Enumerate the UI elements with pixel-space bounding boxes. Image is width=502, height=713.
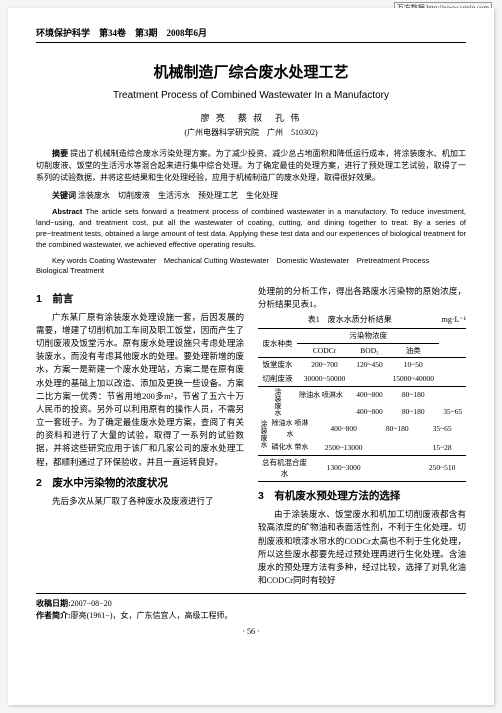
affiliation: (广州电器科学研究院 广州 510302) bbox=[36, 127, 466, 138]
abstract-cn-text: 提出了机械制造综合废水污染处理方案。为了减少投资、减少总占地面积和降低运行成本，… bbox=[36, 149, 466, 182]
section-2-title: 2 废水中污染物的浓度状况 bbox=[36, 475, 244, 491]
table-cell: 30000~50000 bbox=[297, 372, 352, 386]
abstract-cn: 摘要 提出了机械制造综合废水污染处理方案。为了减少投资、减少总占地面积和降低运行… bbox=[36, 148, 466, 184]
table-cell: 120~450 bbox=[352, 358, 387, 372]
recv-label: 收稿日期: bbox=[36, 599, 71, 608]
author-label: 作者简介: bbox=[36, 611, 71, 620]
section-1-p1: 广东某厂原有涂装废水处理设施一套，后因发展的需要，增建了切削机加工车间及职工饭堂… bbox=[36, 311, 244, 469]
keywords-cn-text: 涂装废水 切削废液 生活污水 预处理工艺 生化处理 bbox=[78, 191, 278, 200]
table-cell: 400~800 bbox=[311, 417, 376, 441]
table-total-label: 总有机混合废水 bbox=[258, 455, 311, 481]
table-col-cod: CODCr bbox=[297, 343, 352, 358]
table-unit: mg·L⁻¹ bbox=[442, 314, 466, 326]
table-cell: 磷化水 带水 bbox=[269, 441, 311, 455]
section-1-title: 1 前言 bbox=[36, 291, 244, 307]
page: 环境保护科学 第34卷 第3期 2008年6月 机械制造厂综合废水处理工艺 Tr… bbox=[8, 8, 494, 705]
title-cn: 机械制造厂综合废水处理工艺 bbox=[36, 61, 466, 82]
table-group-label: 涂装废水 bbox=[258, 386, 297, 420]
table-cell: 35~65 bbox=[418, 417, 466, 441]
table-col-bod: BOD₅ bbox=[352, 343, 387, 358]
table-cell: 15~28 bbox=[418, 441, 466, 455]
abstract-cn-label: 摘要 bbox=[52, 149, 68, 158]
abstract-en: Abstract The article sets forward a trea… bbox=[36, 207, 466, 251]
table-caption-text: 表1 废水水质分析结果 bbox=[308, 315, 392, 324]
water-quality-table-2: 涂装废水 除油水 喷淋水 400~800 80~180 35~65 磷化水 带水… bbox=[258, 417, 466, 482]
table-cell: 200~700 bbox=[297, 358, 352, 372]
title-en: Treatment Process of Combined Wastewater… bbox=[36, 90, 466, 101]
section-2-p1: 先后多次从某厂取了各种废水及废液进行了 bbox=[36, 495, 244, 508]
table-cell: 15000~40000 bbox=[387, 372, 439, 386]
table-cell: 1300~3000 bbox=[311, 455, 376, 481]
recv-date: 2007−08−20 bbox=[71, 599, 112, 608]
table-head-pollutant: 污染物浓度 bbox=[297, 329, 439, 344]
table-cell: 80~180 bbox=[376, 417, 418, 441]
table-cell bbox=[376, 441, 418, 455]
journal-header: 环境保护科学 第34卷 第3期 2008年6月 bbox=[36, 26, 466, 43]
table-cell: 除油水 喷淋水 bbox=[297, 386, 352, 403]
table-caption: 表1 废水水质分析结果 mg·L⁻¹ bbox=[258, 314, 466, 326]
abstract-en-label: Abstract bbox=[52, 207, 82, 216]
author-bio: 廖亮(1961−)，女，广东信宜人，高级工程师。 bbox=[71, 611, 233, 620]
table-group-label: 涂装废水 bbox=[260, 420, 267, 448]
keywords-cn: 关键词 涂装废水 切削废液 生活污水 预处理工艺 生化处理 bbox=[36, 190, 466, 201]
table-cell: 除油水 喷淋水 bbox=[269, 417, 311, 441]
table-cell: 10~50 bbox=[387, 358, 439, 372]
column-right: 处理前的分析工作，得出各路废水污染物的原始浓度，分析结果见表1。 表1 废水水质… bbox=[258, 285, 466, 588]
table-cell: 250~510 bbox=[418, 455, 466, 481]
table-cell bbox=[376, 455, 418, 481]
section-3-p1: 由于涂装废水、饭堂废水和机加工切削废液都含有较高浓度的矿物油和表面活性剂，不利于… bbox=[258, 508, 466, 587]
authors: 廖 亮 蔡 叔 孔 伟 bbox=[36, 111, 466, 124]
abstract-en-text: The article sets forward a treatment pro… bbox=[36, 207, 466, 249]
table-cell: 切削废液 bbox=[258, 372, 297, 386]
water-quality-table: 废水种类 污染物浓度 CODCr BOD₅ 油类 饭堂废水 200~700 12… bbox=[258, 328, 466, 420]
column-left: 1 前言 广东某厂原有涂装废水处理设施一套，后因发展的需要，增建了切削机加工车间… bbox=[36, 285, 244, 588]
table-cell: 80~180 bbox=[387, 386, 439, 403]
table-col-oil: 油类 bbox=[387, 343, 439, 358]
table-head-type: 废水种类 bbox=[258, 329, 297, 358]
table-cell bbox=[352, 372, 387, 386]
table-cell: 400~800 bbox=[352, 386, 387, 403]
col2-lead: 处理前的分析工作，得出各路废水污染物的原始浓度，分析结果见表1。 bbox=[258, 285, 466, 311]
table-cell: 饭堂废水 bbox=[258, 358, 297, 372]
keywords-en-label: Key words bbox=[52, 256, 87, 265]
body-columns: 1 前言 广东某厂原有涂装废水处理设施一套，后因发展的需要，增建了切削机加工车间… bbox=[36, 285, 466, 588]
section-3-title: 3 有机废水预处理方法的选择 bbox=[258, 488, 466, 504]
footer: 收稿日期:2007−08−20 作者简介:廖亮(1961−)，女，广东信宜人，高… bbox=[36, 593, 466, 638]
keywords-en: Key words Coating Wastewater Mechanical … bbox=[36, 255, 466, 275]
table-cell: 2500~13000 bbox=[311, 441, 376, 455]
keywords-en-text: Coating Wastewater Mechanical Cutting Wa… bbox=[36, 256, 437, 275]
keywords-cn-label: 关键词 bbox=[52, 191, 76, 200]
page-number: · 56 · bbox=[36, 626, 466, 638]
